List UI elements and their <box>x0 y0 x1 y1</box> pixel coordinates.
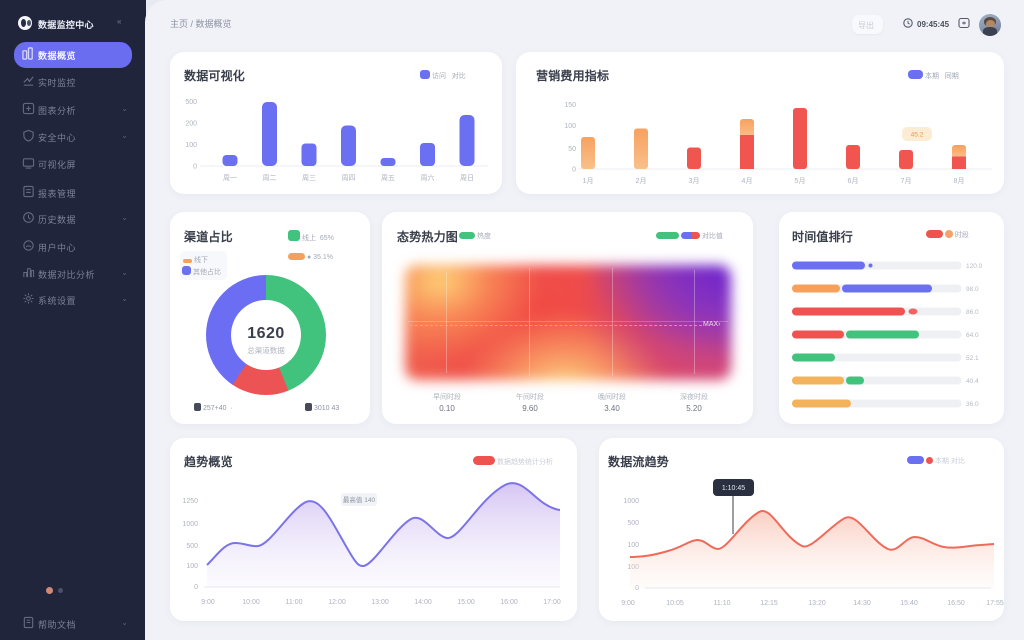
svg-text:0: 0 <box>572 167 576 174</box>
svg-text:16:00: 16:00 <box>500 599 518 606</box>
svg-text:12:15: 12:15 <box>760 600 778 607</box>
svg-text:12:00: 12:00 <box>328 599 346 606</box>
svg-text:1250: 1250 <box>182 498 198 505</box>
svg-text:周二: 周二 <box>263 174 277 182</box>
svg-text:周五: 周五 <box>381 174 395 182</box>
svg-text:36.0: 36.0 <box>966 401 979 408</box>
svg-text:16:50: 16:50 <box>947 600 965 607</box>
svg-text:100: 100 <box>564 123 576 130</box>
svg-text:周三: 周三 <box>302 174 316 182</box>
svg-text:7月: 7月 <box>901 177 912 185</box>
svg-text:周六: 周六 <box>421 173 435 182</box>
svg-text:6月: 6月 <box>848 177 859 185</box>
svg-text:13:20: 13:20 <box>808 600 826 607</box>
svg-text:120.0: 120.0 <box>966 263 983 270</box>
svg-text:4月: 4月 <box>742 177 753 185</box>
svg-text:13:00: 13:00 <box>371 599 389 606</box>
svg-text:100: 100 <box>186 563 198 570</box>
svg-text:14:00: 14:00 <box>414 599 432 606</box>
svg-text:52.1: 52.1 <box>966 355 979 362</box>
svg-text:10:00: 10:00 <box>242 599 260 606</box>
svg-text:100: 100 <box>627 542 639 549</box>
svg-text:周四: 周四 <box>342 174 356 182</box>
svg-text:15:40: 15:40 <box>900 600 918 607</box>
svg-text:最高值 140: 最高值 140 <box>343 495 376 504</box>
svg-text:2月: 2月 <box>636 177 647 185</box>
svg-text:15:00: 15:00 <box>457 599 475 606</box>
svg-text:1000: 1000 <box>182 521 198 528</box>
svg-text:11:10: 11:10 <box>714 600 731 607</box>
svg-text:17:00: 17:00 <box>543 599 561 606</box>
svg-text:10:05: 10:05 <box>666 600 684 607</box>
svg-text:3月: 3月 <box>689 177 700 185</box>
svg-text:1000: 1000 <box>623 498 639 505</box>
svg-text:0: 0 <box>193 164 197 171</box>
svg-text:5月: 5月 <box>795 177 806 185</box>
svg-text:14:30: 14:30 <box>853 600 871 607</box>
svg-text:150: 150 <box>564 102 576 109</box>
svg-text:1:10:45: 1:10:45 <box>722 485 745 492</box>
svg-text:9:00: 9:00 <box>201 599 215 606</box>
svg-text:8月: 8月 <box>954 177 965 185</box>
svg-text:500: 500 <box>186 543 198 550</box>
svg-text:100: 100 <box>185 142 197 149</box>
svg-text:周日: 周日 <box>460 174 474 182</box>
svg-text:50: 50 <box>568 146 576 153</box>
svg-text:0: 0 <box>194 584 198 591</box>
svg-text:17:55: 17:55 <box>986 600 1004 607</box>
svg-text:64.0: 64.0 <box>966 332 979 339</box>
svg-text:0: 0 <box>635 585 639 592</box>
svg-text:45.2: 45.2 <box>911 132 924 139</box>
svg-text:86.0: 86.0 <box>966 309 979 316</box>
svg-text:98.0: 98.0 <box>966 286 979 293</box>
svg-text:200: 200 <box>185 121 197 128</box>
svg-text:500: 500 <box>627 520 639 527</box>
svg-text:500: 500 <box>185 99 197 106</box>
svg-text:11:00: 11:00 <box>286 599 303 606</box>
svg-text:9:00: 9:00 <box>621 600 635 607</box>
svg-text:周一: 周一 <box>223 174 237 182</box>
svg-text:1月: 1月 <box>583 177 594 185</box>
svg-text:40.4: 40.4 <box>966 378 979 385</box>
